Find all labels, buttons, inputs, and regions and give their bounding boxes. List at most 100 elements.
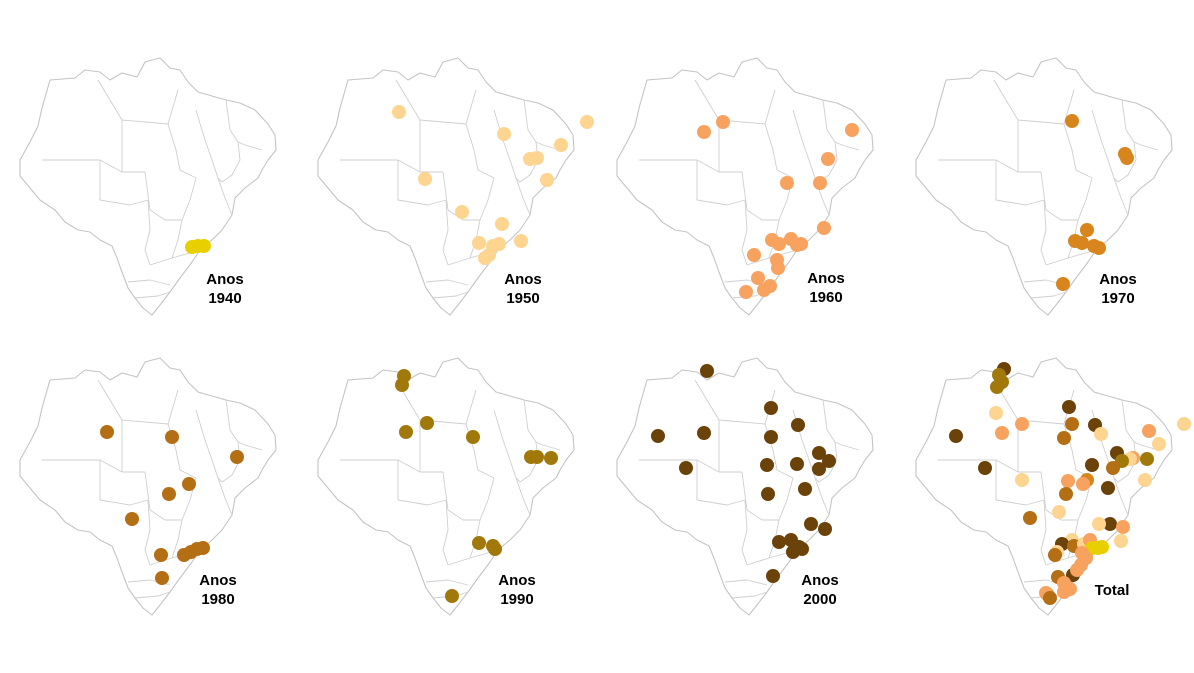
location-dot-1960-17 — [757, 283, 771, 297]
location-dot-1960-9 — [772, 237, 786, 251]
location-dot-1970-3 — [1080, 223, 1094, 237]
location-dot-total-30 — [1059, 487, 1073, 501]
location-dot-1980-11 — [155, 571, 169, 585]
location-dot-total-28 — [1101, 481, 1115, 495]
map-panel-1960: Anos 1960 — [616, 57, 874, 316]
panel-label-total-line1: Total — [1095, 582, 1130, 599]
panel-label-1980-line2: 1980 — [201, 591, 234, 608]
location-dot-1990-11 — [445, 589, 459, 603]
location-dot-total-3 — [990, 380, 1004, 394]
dots-1990 — [395, 369, 558, 603]
location-dot-2000-8 — [760, 458, 774, 472]
location-dot-total-58 — [1043, 591, 1057, 605]
location-dot-total-29 — [1076, 477, 1090, 491]
panel-label-1970-line2: 1970 — [1101, 290, 1134, 307]
map-panel-1940: Anos 1940 — [19, 57, 277, 316]
location-dot-1960-1 — [716, 115, 730, 129]
location-dot-1960-5 — [813, 176, 827, 190]
location-dot-1980-3 — [182, 477, 196, 491]
location-dot-1960-13 — [747, 248, 761, 262]
location-dot-1940-2 — [197, 239, 211, 253]
brazil-map-total — [915, 357, 1173, 616]
location-dot-2000-10 — [812, 462, 826, 476]
location-dot-total-16 — [1152, 437, 1166, 451]
location-dot-2000-13 — [761, 487, 775, 501]
location-dot-total-14 — [1057, 431, 1071, 445]
location-dot-total-17 — [1140, 452, 1154, 466]
location-dot-1990-3 — [420, 416, 434, 430]
location-dot-total-23 — [1106, 461, 1120, 475]
location-dot-1950-3 — [554, 138, 568, 152]
location-dot-total-43 — [1095, 540, 1109, 554]
location-dot-total-45 — [1114, 534, 1128, 548]
location-dot-1950-2 — [497, 127, 511, 141]
location-dot-1990-8 — [472, 536, 486, 550]
location-dot-2000-21 — [766, 569, 780, 583]
location-dot-total-7 — [1015, 417, 1029, 431]
location-dot-1950-15 — [478, 251, 492, 265]
location-dot-1980-1 — [165, 430, 179, 444]
location-dot-1950-11 — [514, 234, 528, 248]
location-dot-total-25 — [1015, 473, 1029, 487]
panel-label-2000-line2: 2000 — [803, 591, 836, 608]
location-dot-total-4 — [1062, 400, 1076, 414]
dots-1960 — [697, 115, 859, 299]
location-dot-total-34 — [1092, 517, 1106, 531]
map-panel-total: Total — [915, 357, 1191, 616]
location-dot-1950-10 — [472, 236, 486, 250]
location-dot-1950-5 — [530, 151, 544, 165]
location-dot-1960-14 — [751, 271, 765, 285]
location-dot-total-33 — [1103, 517, 1117, 531]
panel-label-1940-line1: Anos — [206, 271, 244, 288]
location-dot-1970-7 — [1092, 241, 1106, 255]
brazil-map-1980 — [19, 357, 277, 616]
location-dot-total-8 — [1065, 417, 1079, 431]
panel-label-1960-line2: 1960 — [809, 289, 842, 306]
dots-1940 — [185, 239, 211, 254]
location-dot-2000-6 — [812, 446, 826, 460]
location-dot-1950-9 — [495, 217, 509, 231]
map-panel-1970: Anos 1970 — [915, 57, 1173, 316]
location-dot-total-22 — [1085, 458, 1099, 472]
map-panel-1980: Anos 1980 — [19, 357, 277, 616]
location-dot-1990-7 — [544, 451, 558, 465]
panel-label-1940-line2: 1940 — [208, 290, 241, 307]
location-dot-1960-4 — [780, 176, 794, 190]
location-dot-1970-0 — [1065, 114, 1079, 128]
panel-label-1970-line1: Anos — [1099, 271, 1137, 288]
location-dot-1990-6 — [530, 450, 544, 464]
location-dot-total-55 — [1057, 585, 1071, 599]
location-dot-1960-11 — [794, 237, 808, 251]
location-dot-1990-4 — [466, 430, 480, 444]
location-dot-1950-8 — [455, 205, 469, 219]
location-dot-2000-11 — [679, 461, 693, 475]
map-panel-2000: Anos 2000 — [616, 357, 874, 616]
location-dot-1990-1 — [395, 378, 409, 392]
location-dot-1960-2 — [845, 123, 859, 137]
location-dot-1950-7 — [540, 173, 554, 187]
location-dot-1960-15 — [771, 261, 785, 275]
location-dot-total-47 — [1048, 548, 1062, 562]
dots-2000 — [651, 364, 836, 583]
location-dot-1950-0 — [392, 105, 406, 119]
location-dot-total-13 — [1142, 424, 1156, 438]
location-dot-2000-16 — [772, 535, 786, 549]
location-dot-1990-10 — [486, 539, 500, 553]
location-dot-2000-9 — [822, 454, 836, 468]
dots-1980 — [100, 425, 244, 585]
location-dot-total-12 — [995, 426, 1009, 440]
panel-label-1990-line2: 1990 — [500, 591, 533, 608]
location-dot-2000-2 — [791, 418, 805, 432]
location-dot-1950-6 — [418, 172, 432, 186]
location-dot-1960-3 — [821, 152, 835, 166]
location-dot-1960-18 — [739, 285, 753, 299]
map-panel-1950: Anos 1950 — [317, 57, 594, 316]
location-dot-1980-6 — [154, 548, 168, 562]
location-dot-2000-7 — [790, 457, 804, 471]
location-dot-1980-5 — [125, 512, 139, 526]
location-dot-total-10 — [1177, 417, 1191, 431]
location-dot-2000-0 — [700, 364, 714, 378]
map-panel-1990: Anos 1990 — [317, 357, 575, 616]
location-dot-1970-5 — [1075, 236, 1089, 250]
